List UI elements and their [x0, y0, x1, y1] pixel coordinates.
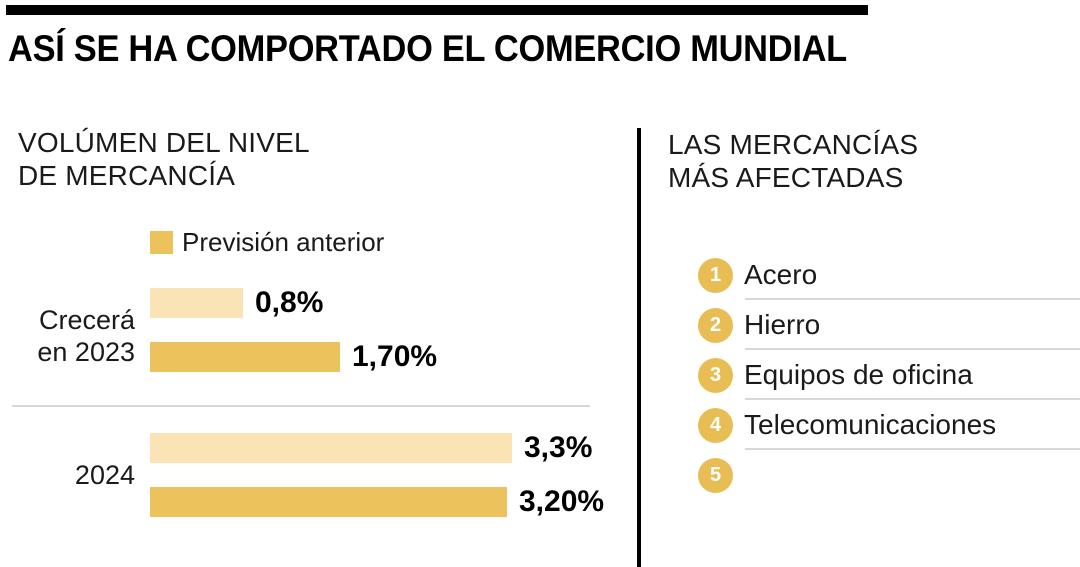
top-rule: [6, 5, 868, 15]
left-panel-title: VOLÚMEN DEL NIVEL DE MERCANCÍA: [18, 127, 310, 191]
affected-goods-list: 1 Acero 2 Hierro 3 Equipos de oficina 4 Telecom…: [698, 250, 1080, 500]
bar-group-label-2023: Crecerá en 2023: [37, 305, 135, 367]
bar-value-2024-previous: 3,20%: [519, 485, 605, 518]
list-item-divider: [745, 348, 1080, 350]
list-item[interactable]: 3 Equipos de oficina: [698, 350, 1080, 400]
bar-2023-current: [150, 288, 243, 318]
bar-value-2023-current: 0,8%: [255, 286, 324, 319]
list-item[interactable]: 2 Hierro: [698, 300, 1080, 350]
list-item-divider: [745, 398, 1080, 400]
bar-row-2023-current: 0,8%: [150, 286, 323, 320]
bar-row-2024-previous: 3,20%: [150, 485, 604, 519]
bar-row-2023-previous: 1,70%: [150, 340, 437, 374]
legend-label-previous-forecast: Previsión anterior: [182, 227, 385, 257]
chart-group-divider: [12, 405, 590, 407]
bar-value-2024-current: 3,3%: [524, 431, 593, 464]
bar-2024-previous: [150, 487, 507, 517]
list-item[interactable]: 4 Telecomunicaciones: [698, 400, 1080, 450]
rank-badge-icon: 1: [698, 257, 733, 293]
bar-group-2024: 2024 3,3% 3,20%: [0, 428, 640, 524]
bar-group-2023: Crecerá en 2023 0,8% 1,70%: [0, 284, 640, 380]
list-item-label: Equipos de oficina: [744, 359, 973, 390]
bar-group-label-2024: 2024: [74, 460, 135, 490]
list-item-label: Telecomunicaciones: [744, 409, 997, 440]
rank-badge-icon: 5: [698, 457, 733, 493]
list-item-divider: [745, 448, 1080, 450]
list-item[interactable]: 1 Acero: [698, 250, 1080, 300]
rank-badge-icon: 2: [698, 307, 733, 343]
list-item-label: Acero: [744, 259, 818, 290]
rank-badge-icon: 4: [698, 407, 733, 443]
bar-row-2024-current: 3,3%: [150, 431, 592, 465]
list-item-divider: [745, 298, 1080, 300]
legend-swatch-previous-forecast: [150, 230, 173, 254]
rank-badge-icon: 3: [698, 357, 733, 393]
list-item-label: Hierro: [744, 309, 821, 340]
page-title: ASÍ SE HA COMPORTADO EL COMERCIO MUNDIAL: [8, 28, 847, 69]
bar-2023-previous: [150, 342, 340, 372]
bar-value-2023-previous: 1,70%: [352, 340, 438, 373]
right-panel-title: LAS MERCANCÍAS MÁS AFECTADAS: [668, 129, 919, 193]
bar-2024-current: [150, 433, 512, 463]
list-item[interactable]: 5: [698, 450, 1080, 500]
chart-legend: Previsión anterior: [150, 228, 384, 256]
panel-divider: [637, 128, 641, 567]
